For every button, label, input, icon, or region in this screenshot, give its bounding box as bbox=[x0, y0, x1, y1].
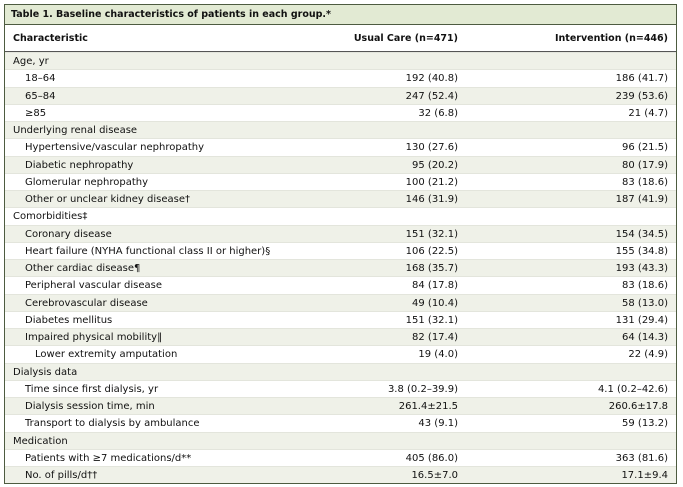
data-row: 65–84 247 (52.4) 239 (53.6) bbox=[5, 86, 676, 104]
value-cell: 43 (9.1) bbox=[418, 418, 458, 430]
row-label: 18–64 bbox=[25, 73, 56, 85]
table: Table 1. Baseline characteristics of pat… bbox=[4, 4, 677, 484]
row-label: Diabetes mellitus bbox=[25, 314, 113, 326]
value-cell: 261.4±21.5 bbox=[398, 401, 458, 412]
section-row: Dialysis data bbox=[5, 362, 676, 380]
section-row: Age, yr bbox=[5, 52, 676, 70]
value-cell: 100 (21.2) bbox=[405, 176, 458, 188]
row-label: ≥85 bbox=[25, 107, 47, 119]
table-title: Table 1. Baseline characteristics of pat… bbox=[5, 5, 676, 25]
value-cell: 96 (21.5) bbox=[622, 142, 668, 154]
row-label: Transport to dialysis by ambulance bbox=[25, 418, 200, 430]
value-cell: 32 (6.8) bbox=[418, 107, 458, 119]
row-label: Lower extremity amputation bbox=[35, 349, 178, 361]
data-row: 18–64 192 (40.8) 186 (41.7) bbox=[5, 69, 676, 86]
data-row: Other cardiac disease¶ 168 (35.7) 193 (43.… bbox=[5, 259, 676, 277]
row-label: Age, yr bbox=[13, 56, 49, 67]
data-row: Hypertensive/vascular nephropathy 130 (27… bbox=[5, 138, 676, 155]
value-cell: 58 (13.0) bbox=[622, 297, 668, 309]
section-row: Comorbidities‡ bbox=[5, 207, 676, 224]
value-cell: 247 (52.4) bbox=[405, 90, 458, 102]
value-cell: 82 (17.4) bbox=[412, 332, 458, 343]
value-cell: 151 (32.1) bbox=[405, 314, 458, 326]
row-label: Underlying renal disease bbox=[13, 125, 138, 136]
header-cell: Characteristic bbox=[13, 33, 88, 44]
value-cell: 4.1 (0.2–42.6) bbox=[597, 383, 668, 395]
row-label: Dialysis data bbox=[13, 366, 78, 378]
value-cell: 131 (29.4) bbox=[615, 314, 668, 326]
value-cell: 239 (53.6) bbox=[615, 90, 668, 102]
value-cell: 154 (34.5) bbox=[615, 228, 668, 240]
data-row: No. of pills/d†† 16.5±7.0 17.1±9.4 bbox=[5, 466, 676, 484]
row-label: Coronary disease bbox=[25, 228, 112, 240]
value-cell: 95 (20.2) bbox=[412, 159, 458, 171]
value-cell: 64 (14.3) bbox=[622, 332, 668, 343]
row-label: Other or unclear kidney disease† bbox=[25, 194, 190, 205]
value-cell: 168 (35.7) bbox=[405, 263, 458, 274]
row-label: Time since first dialysis, yr bbox=[25, 383, 159, 395]
section-row: Underlying renal disease bbox=[5, 121, 676, 139]
value-cell: 186 (41.7) bbox=[615, 73, 668, 85]
row-label: Dialysis session time, min bbox=[25, 401, 155, 412]
data-row: Lower extremity amputation 19 (4.0) 22 (4.… bbox=[5, 345, 676, 362]
value-cell: 363 (81.6) bbox=[615, 452, 668, 464]
value-cell: 151 (32.1) bbox=[405, 228, 458, 240]
value-cell: 16.5±7.0 bbox=[411, 470, 458, 481]
value-cell: 21 (4.7) bbox=[628, 107, 668, 119]
data-row: Heart failure (NYHA functional class II … bbox=[5, 241, 676, 259]
data-row: Time since first dialysis, yr 3.8 (0.2–39… bbox=[5, 379, 676, 397]
value-cell: 187 (41.9) bbox=[615, 194, 668, 205]
value-cell: 83 (18.6) bbox=[622, 280, 668, 292]
value-cell: 130 (27.6) bbox=[405, 142, 458, 154]
data-row: Cerebrovascular disease 49 (10.4) 58 (13.0… bbox=[5, 293, 676, 311]
row-label: Peripheral vascular disease bbox=[25, 280, 163, 292]
row-label: Comorbidities‡ bbox=[13, 211, 88, 223]
value-cell: 84 (17.8) bbox=[412, 280, 458, 292]
value-cell: 19 (4.0) bbox=[418, 349, 458, 361]
data-row: Diabetes mellitus 151 (32.1) 131 (29.4) bbox=[5, 310, 676, 328]
row-label: Other cardiac disease¶ bbox=[25, 263, 141, 274]
row-label: Medication bbox=[13, 435, 68, 447]
data-row: Patients with ≥7 medications/d** 405 (86.… bbox=[5, 448, 676, 466]
header-cell: Usual Care (n=471) bbox=[353, 33, 458, 44]
header-cell: Intervention (n=446) bbox=[555, 33, 668, 44]
row-label: Glomerular nephropathy bbox=[25, 176, 149, 188]
data-row: Peripheral vascular disease 84 (17.8) 83 (… bbox=[5, 276, 676, 293]
header-row: Characteristic Usual Care (n=471) Interv… bbox=[5, 27, 676, 52]
data-row: Impaired physical mobility‖ 82 (17.4) 64 (… bbox=[5, 328, 676, 346]
data-row: Dialysis session time, min 261.4±21.5 260.… bbox=[5, 397, 676, 415]
data-row: Other or unclear kidney disease† 146 (31.… bbox=[5, 190, 676, 208]
data-row: ≥85 32 (6.8) 21 (4.7) bbox=[5, 103, 676, 121]
data-row: Coronary disease 151 (32.1) 154 (34.5) bbox=[5, 224, 676, 242]
value-cell: 83 (18.6) bbox=[622, 176, 668, 188]
section-row: Medication bbox=[5, 431, 676, 449]
value-cell: 192 (40.8) bbox=[405, 73, 458, 85]
row-label: 65–84 bbox=[25, 90, 56, 102]
row-label: Diabetic nephropathy bbox=[25, 159, 134, 171]
value-cell: 17.1±9.4 bbox=[621, 470, 668, 481]
value-cell: 59 (13.2) bbox=[622, 418, 668, 430]
value-cell: 80 (17.9) bbox=[622, 159, 668, 171]
value-cell: 22 (4.9) bbox=[628, 349, 668, 361]
value-cell: 49 (10.4) bbox=[412, 297, 458, 309]
row-label: Impaired physical mobility‖ bbox=[25, 332, 163, 343]
data-row: Diabetic nephropathy 95 (20.2) 80 (17.9) bbox=[5, 155, 676, 173]
row-label: Patients with ≥7 medications/d** bbox=[25, 452, 192, 464]
value-cell: 155 (34.8) bbox=[615, 245, 668, 257]
value-cell: 3.8 (0.2–39.9) bbox=[387, 383, 458, 395]
value-cell: 193 (43.3) bbox=[615, 263, 668, 274]
row-label: Heart failure (NYHA functional class II … bbox=[25, 245, 271, 257]
value-cell: 146 (31.9) bbox=[405, 194, 458, 205]
value-cell: 260.6±17.8 bbox=[608, 401, 668, 412]
data-row: Transport to dialysis by ambulance 43 (9.… bbox=[5, 414, 676, 431]
row-label: Cerebrovascular disease bbox=[25, 297, 148, 309]
row-label: Hypertensive/vascular nephropathy bbox=[25, 142, 205, 154]
value-cell: 405 (86.0) bbox=[405, 452, 458, 464]
data-row: Glomerular nephropathy 100 (21.2) 83 (18.6… bbox=[5, 172, 676, 190]
row-label: No. of pills/d†† bbox=[25, 470, 98, 481]
value-cell: 106 (22.5) bbox=[405, 245, 458, 257]
